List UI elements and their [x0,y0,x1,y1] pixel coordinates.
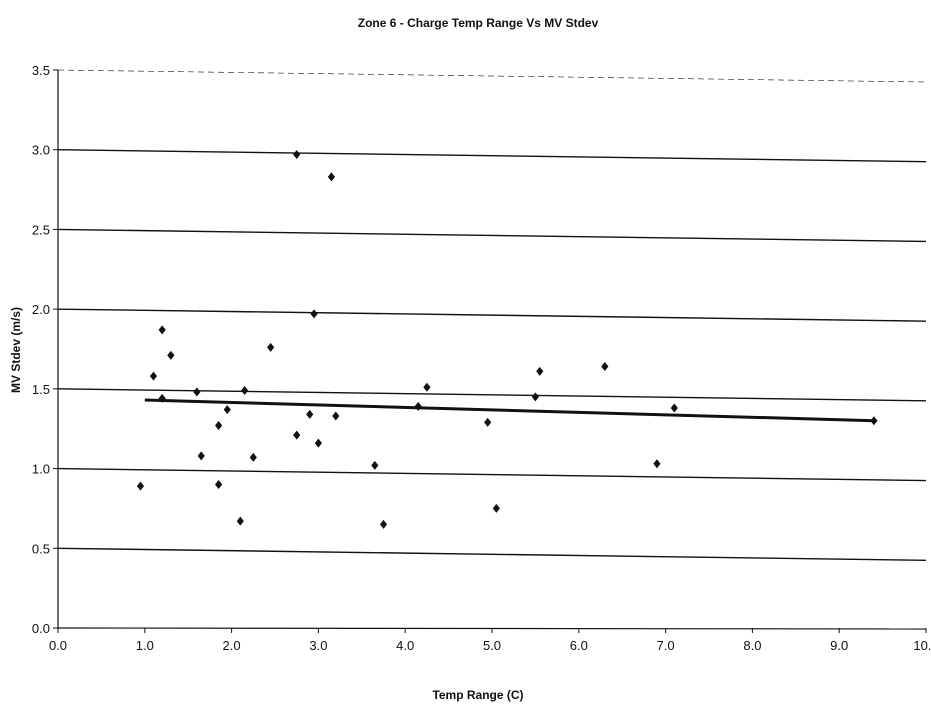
data-point-14 [293,149,301,159]
data-point-27 [531,392,539,402]
data-point-21 [371,460,379,470]
data-point-4 [167,350,175,360]
x-tick-label-4: 4.0 [396,638,414,653]
data-point-5 [193,387,201,397]
data-point-30 [653,459,661,469]
chart-title: Zone 6 - Charge Temp Range Vs MV Stdev [358,16,599,30]
data-point-15 [293,430,301,440]
data-point-7 [214,480,223,490]
x-tick-label-3: 3.0 [309,638,327,653]
data-point-19 [327,172,336,182]
x-tick-label-2: 2.0 [223,638,241,653]
y-tick-label-7: 3.5 [32,63,50,78]
data-point-17 [310,309,318,319]
axes [53,69,927,633]
gridline-5 [57,228,927,243]
gridline-7 [57,69,927,83]
data-point-16 [306,409,314,419]
y-tick-label-1: 0.5 [32,541,50,556]
data-point-2 [158,393,166,403]
x-tick-label-5: 5.0 [483,638,501,653]
data-point-28 [536,366,544,376]
data-point-1 [149,371,158,381]
data-points [136,149,878,529]
y-tick-label-6: 3.0 [32,143,50,158]
x-tick-labels: 0.0 1.0 2.0 3.0 4.0 5.0 6.0 7.0 8.0 9.0 10.0 [49,638,931,653]
data-point-6 [197,451,205,461]
data-point-23 [414,401,422,411]
data-point-11 [241,385,249,395]
data-point-3 [158,325,166,335]
data-point-31 [670,403,678,413]
gridline-6 [57,149,927,163]
x-tick-label-7: 7.0 [657,638,675,653]
gridlines [57,69,927,561]
x-tick-label-6: 6.0 [570,638,588,653]
data-point-25 [484,417,492,427]
data-point-10 [236,516,244,526]
y-tick-label-4: 2.0 [32,302,50,317]
x-tick-label-0: 0.0 [49,638,67,653]
data-point-12 [249,452,257,462]
x-tick-label-9: 9.0 [830,638,848,653]
y-tick-labels: 0.0 0.5 1.0 1.5 2.0 2.5 3.0 3.5 [32,63,50,636]
data-point-32 [870,416,878,426]
gridline-4 [57,308,927,322]
y-tick-label-0: 0.0 [32,621,50,636]
trendline-group [144,398,874,423]
gridline-1 [57,547,927,561]
data-point-26 [492,503,500,513]
gridline-2 [57,467,927,482]
data-point-9 [223,405,231,415]
x-tick-label-10: 10.0 [913,638,931,653]
data-point-24 [423,382,431,392]
x-tick-label-1: 1.0 [136,638,154,653]
x-tick-label-8: 8.0 [743,638,761,653]
y-axis-label: MV Stdev (m/s) [9,307,23,393]
data-point-20 [332,411,340,421]
data-point-22 [379,519,388,529]
data-point-0 [136,481,145,491]
y-tick-label-2: 1.0 [32,462,50,477]
data-point-18 [314,438,322,448]
trendline [144,398,874,423]
y-tick-label-3: 1.5 [32,382,50,397]
data-point-29 [601,362,609,372]
x-axis-label: Temp Range (C) [432,688,523,702]
data-point-13 [267,342,275,352]
y-tick-label-5: 2.5 [32,222,50,237]
gridline-3 [57,388,927,402]
data-point-8 [214,421,223,431]
